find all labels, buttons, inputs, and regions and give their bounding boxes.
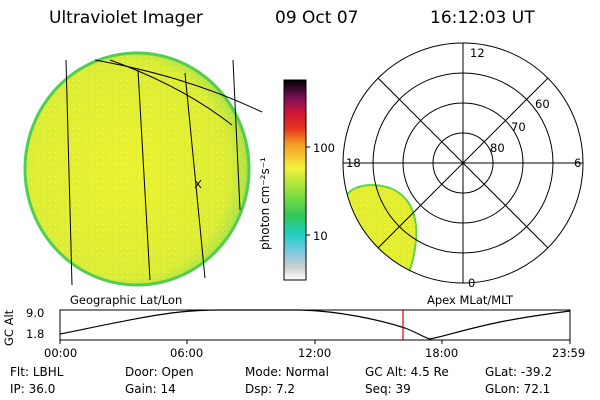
mlt-label-18: 18: [346, 156, 361, 170]
lat-label-80: 80: [490, 141, 505, 155]
info-gain: Gain: 14: [125, 382, 176, 396]
altitude-curve: [59, 309, 571, 340]
lat-label-70: 70: [511, 120, 526, 134]
info-mode: Mode: Normal: [245, 365, 329, 379]
time-tick-2359: 23:59: [552, 346, 586, 360]
lat-label-60: 60: [535, 97, 550, 111]
info-door: Door: Open: [125, 365, 194, 379]
info-seq: Seq: 39: [365, 382, 411, 396]
colorbar-ticks: [306, 146, 310, 236]
instrument-title: Ultraviolet Imager: [49, 8, 203, 28]
geographic-title: Geographic Lat/Lon: [70, 293, 183, 307]
time-tick-0000: 00:00: [44, 346, 78, 360]
altitude-plot-frame: [59, 309, 571, 341]
geomagnetic-pole-marker: [194, 179, 202, 189]
mlt-label-0: 0: [468, 276, 476, 290]
altitude-tick-top: 9.0: [26, 306, 45, 320]
info-glat: GLat: -39.2: [485, 365, 552, 379]
polar-grid: [342, 42, 584, 284]
apex-title: Apex MLat/MLT: [427, 293, 514, 307]
colorbar-tick-10: 10: [313, 229, 328, 243]
info-ip: IP: 36.0: [10, 382, 56, 396]
time-tick-0600: 06:00: [170, 346, 204, 360]
header-time: 16:12:03 UT: [430, 8, 535, 28]
header-date: 09 Oct 07: [275, 8, 359, 28]
geographic-grid: [65, 59, 263, 286]
mlt-label-6: 6: [574, 156, 582, 170]
mlt-label-12: 12: [470, 46, 485, 60]
time-tick-1800: 18:00: [425, 346, 459, 360]
colorbar-unit-label: photon cm⁻²s⁻¹: [258, 157, 272, 250]
earth-disk-image: [23, 51, 251, 287]
info-flt: Flt: LBHL: [10, 365, 64, 379]
info-gc-alt: GC Alt: 4.5 Re: [365, 365, 449, 379]
altitude-tick-bottom: 1.8: [26, 327, 45, 341]
altitude-ticks: [59, 340, 571, 344]
info-dsp: Dsp: 7.2: [245, 382, 296, 396]
colorbar-tick-100: 100: [313, 141, 335, 155]
altitude-axis-label: GC Alt: [2, 309, 16, 346]
info-glon: GLon: 72.1: [485, 382, 551, 396]
colorbar: [283, 79, 307, 281]
time-tick-1200: 12:00: [298, 346, 332, 360]
